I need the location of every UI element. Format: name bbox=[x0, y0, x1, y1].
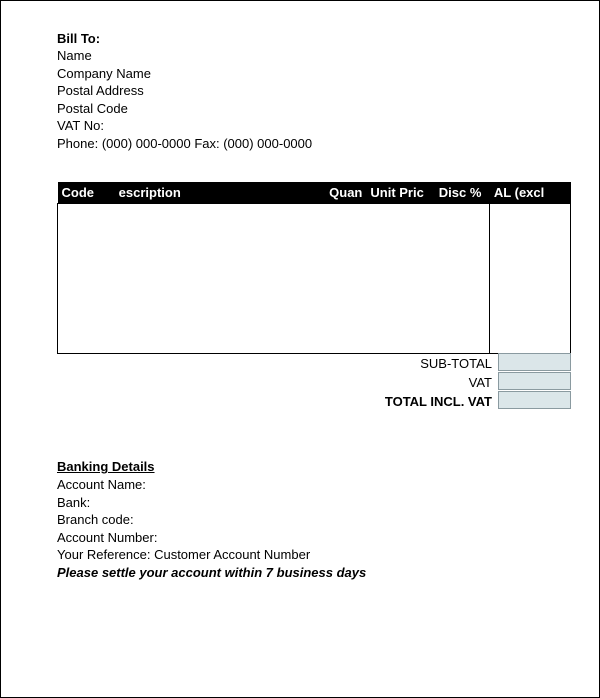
col-description: Description bbox=[119, 182, 318, 204]
items-body-main bbox=[58, 204, 490, 354]
banking-reference: Your Reference: Customer Account Number bbox=[57, 546, 571, 564]
totals-row-vat: VAT bbox=[57, 373, 571, 392]
vat-value-cell bbox=[498, 372, 571, 390]
col-total-excl: AL (excl bbox=[490, 182, 571, 204]
vat-label: VAT bbox=[318, 373, 498, 392]
bill-to-heading: Bill To: bbox=[57, 31, 571, 46]
banking-account-name: Account Name: bbox=[57, 476, 571, 494]
banking-heading: Banking Details bbox=[57, 459, 571, 474]
bill-to-postal-code: Postal Code bbox=[57, 100, 571, 118]
totals-block: SUB-TOTAL VAT TOTAL INCL. VAT bbox=[57, 354, 571, 411]
totals-row-total: TOTAL INCL. VAT bbox=[57, 392, 571, 411]
bill-to-block: Bill To: Name Company Name Postal Addres… bbox=[57, 31, 571, 152]
col-disc: Disc % bbox=[435, 182, 490, 204]
items-header-row: Code Description Quan Unit Pric Disc % A… bbox=[58, 182, 571, 204]
col-unit-price: Unit Pric bbox=[366, 182, 434, 204]
banking-account-number: Account Number: bbox=[57, 529, 571, 547]
banking-block: Banking Details Account Name: Bank: Bran… bbox=[57, 459, 571, 580]
items-body-row bbox=[58, 204, 571, 354]
bill-to-postal-address: Postal Address bbox=[57, 82, 571, 100]
banking-branch-code: Branch code: bbox=[57, 511, 571, 529]
banking-bank: Bank: bbox=[57, 494, 571, 512]
bill-to-name: Name bbox=[57, 47, 571, 65]
col-code: Code bbox=[58, 182, 120, 204]
total-incl-vat-label: TOTAL INCL. VAT bbox=[318, 392, 498, 411]
items-table-wrap: Code Description Quan Unit Pric Disc % A… bbox=[57, 182, 571, 411]
items-table: Code Description Quan Unit Pric Disc % A… bbox=[57, 182, 571, 354]
col-quantity: Quan bbox=[318, 182, 367, 204]
totals-row-subtotal: SUB-TOTAL bbox=[57, 354, 571, 373]
total-incl-vat-value-cell bbox=[498, 391, 571, 409]
subtotal-value-cell bbox=[498, 353, 571, 371]
bill-to-contact: Phone: (000) 000-0000 Fax: (000) 000-000… bbox=[57, 135, 571, 153]
items-body-last bbox=[490, 204, 571, 354]
invoice-page: Bill To: Name Company Name Postal Addres… bbox=[0, 0, 600, 698]
bill-to-vat-no: VAT No: bbox=[57, 117, 571, 135]
bill-to-company: Company Name bbox=[57, 65, 571, 83]
subtotal-label: SUB-TOTAL bbox=[318, 354, 498, 373]
banking-settle-note: Please settle your account within 7 busi… bbox=[57, 565, 571, 580]
